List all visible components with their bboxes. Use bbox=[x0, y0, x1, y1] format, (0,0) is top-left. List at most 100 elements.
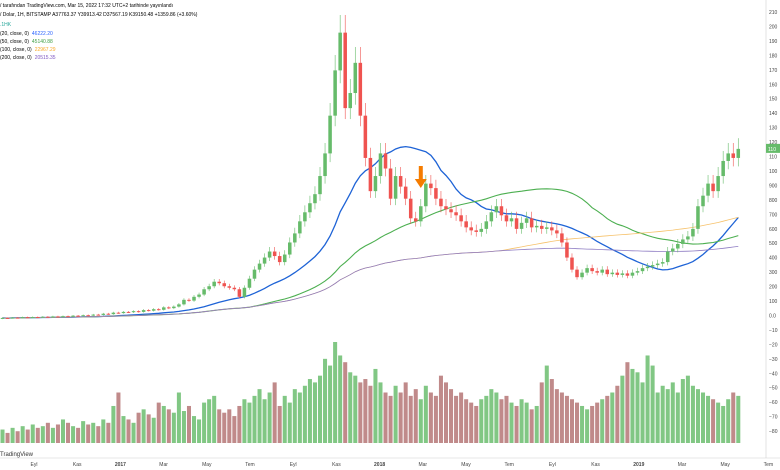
candle-body bbox=[106, 313, 111, 315]
candle-body bbox=[676, 243, 680, 249]
candle-body bbox=[232, 287, 237, 290]
volume-bar bbox=[368, 385, 373, 443]
symbol-line: / Dolar, 1H, BITSTAMP A37763.37 Y39913.4… bbox=[0, 12, 198, 18]
ma200-line bbox=[2, 246, 739, 319]
volume-bar bbox=[408, 395, 413, 443]
candle-body bbox=[111, 312, 116, 315]
volume-bar bbox=[222, 412, 227, 443]
volume-bar bbox=[504, 395, 509, 443]
volume-bar bbox=[605, 395, 610, 443]
candle-body bbox=[388, 168, 393, 199]
candle-body bbox=[403, 186, 408, 199]
y-tick-label: −60 bbox=[769, 400, 778, 406]
candle-body bbox=[0, 317, 5, 319]
candle-body bbox=[464, 221, 468, 228]
volume-bar bbox=[423, 385, 428, 443]
candle-body bbox=[298, 221, 302, 234]
candle-body bbox=[141, 310, 146, 312]
candle-body bbox=[282, 254, 287, 263]
candle-body bbox=[671, 248, 675, 252]
candle-body bbox=[590, 268, 594, 272]
y-tick-label: 100 bbox=[769, 299, 778, 305]
volume-bar bbox=[363, 379, 368, 443]
candle-body bbox=[514, 218, 519, 229]
candle-body bbox=[303, 212, 307, 222]
candle-body bbox=[424, 183, 428, 207]
y-tick-label: 0.0 bbox=[769, 313, 776, 319]
y-tick-label: 150 bbox=[769, 97, 778, 103]
volume-bar bbox=[559, 392, 564, 443]
volume-bar bbox=[131, 422, 136, 443]
candle-body bbox=[227, 286, 232, 288]
candle-body bbox=[408, 198, 413, 219]
indicator-ma100[interactable]: (100, close, 0) 22967.29 bbox=[0, 47, 56, 53]
volume-bar bbox=[403, 382, 408, 443]
candle-body bbox=[257, 263, 262, 270]
volume-bar bbox=[620, 375, 625, 443]
volume-label: .1HK bbox=[0, 22, 12, 28]
candle-body bbox=[665, 251, 670, 263]
volume-bar bbox=[564, 395, 569, 443]
indicator-ma50[interactable]: (50, close, 0) 45140.88 bbox=[0, 39, 53, 45]
volume-bar bbox=[106, 422, 111, 443]
candle-body bbox=[539, 225, 544, 229]
volume-bar bbox=[595, 402, 600, 443]
candle-body bbox=[686, 236, 690, 240]
volume-bar bbox=[227, 409, 232, 443]
volume-bar bbox=[716, 402, 721, 443]
volume-bar bbox=[534, 405, 539, 443]
candle-body bbox=[91, 314, 95, 316]
x-tick-label: Kas bbox=[73, 462, 82, 468]
x-tick-label: Tem bbox=[504, 462, 513, 468]
y-tick-label: −20 bbox=[769, 342, 778, 348]
candle-body bbox=[726, 153, 730, 161]
volume-bar bbox=[721, 405, 726, 443]
volume-bar bbox=[282, 395, 287, 443]
y-tick-label: 800 bbox=[769, 198, 778, 204]
volume-bar bbox=[494, 392, 499, 443]
candle-body bbox=[655, 263, 660, 266]
volume-bar bbox=[585, 409, 590, 443]
candle-body bbox=[61, 316, 65, 318]
candle-body bbox=[706, 183, 710, 196]
candle-body bbox=[197, 294, 201, 297]
candle-body bbox=[373, 176, 378, 192]
volume-bar bbox=[418, 399, 423, 443]
volume-bar bbox=[86, 424, 91, 443]
indicator-ma200[interactable]: (200, close, 0) 20515.35 bbox=[0, 55, 56, 61]
volume-bar bbox=[91, 422, 96, 443]
candle-body bbox=[625, 273, 630, 276]
y-tick-label: 140 bbox=[769, 111, 778, 117]
candle-body bbox=[716, 176, 720, 192]
candle-body bbox=[313, 194, 317, 204]
x-tick-label: May bbox=[720, 462, 730, 468]
x-tick-label: 2018 bbox=[374, 462, 385, 468]
volume-bar bbox=[292, 389, 297, 443]
volume-bar bbox=[469, 402, 474, 443]
y-tick-label: 160 bbox=[769, 82, 778, 88]
volume-bar bbox=[378, 382, 383, 443]
volume-bar bbox=[615, 385, 620, 443]
y-tick-label: 210 bbox=[769, 10, 778, 16]
volume-bar bbox=[388, 395, 393, 443]
candle-body bbox=[615, 272, 620, 275]
volume-bar bbox=[176, 392, 181, 443]
annotation-arrow-head bbox=[414, 179, 427, 188]
volume-bar bbox=[680, 379, 685, 443]
volume-bar bbox=[358, 382, 363, 443]
volume-bar bbox=[272, 382, 277, 443]
volume-bar bbox=[151, 417, 156, 443]
volume-bar bbox=[348, 372, 353, 443]
indicator-ma20[interactable]: (20, close, 0) 46222.20 bbox=[0, 31, 53, 37]
candle-body bbox=[247, 278, 252, 288]
candle-body bbox=[20, 317, 25, 319]
candle-body bbox=[333, 70, 337, 116]
volume-bar bbox=[695, 389, 700, 443]
candle-body bbox=[449, 209, 453, 213]
volume-bar bbox=[247, 402, 252, 443]
candle-body bbox=[595, 271, 599, 273]
volume-bar bbox=[731, 392, 736, 443]
volume-bar bbox=[600, 399, 605, 443]
candle-body bbox=[277, 256, 282, 263]
